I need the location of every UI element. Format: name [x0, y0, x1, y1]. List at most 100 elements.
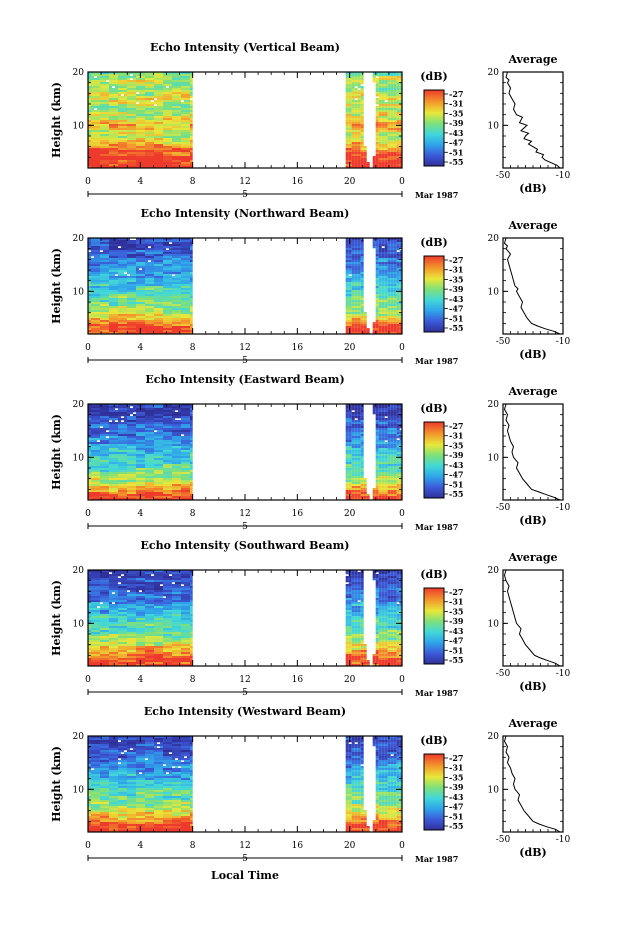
heatmap-cell — [115, 328, 118, 330]
heatmap-cell — [103, 78, 106, 80]
heatmap-cell — [163, 310, 166, 312]
heatmap-cell — [118, 116, 121, 118]
heatmap-cell — [181, 310, 184, 312]
heatmap-cell — [385, 122, 388, 124]
heatmap-cell — [382, 108, 385, 110]
heatmap-cell — [163, 302, 166, 304]
heatmap-cell — [373, 326, 376, 328]
heatmap-cell — [175, 330, 178, 332]
heatmap-cell — [106, 252, 109, 254]
heatmap-cell — [166, 84, 169, 86]
heatmap-cell — [385, 280, 388, 282]
heatmap-cell — [94, 276, 97, 278]
heatmap-cell — [133, 142, 136, 144]
heatmap-cell — [130, 322, 133, 324]
heatmap-cell — [124, 306, 127, 308]
heatmap-cell — [154, 300, 157, 302]
heatmap-cell — [94, 324, 97, 326]
heatmap-cell — [382, 100, 385, 102]
heatmap-cell — [148, 126, 151, 128]
heatmap-cell — [106, 276, 109, 278]
heatmap-cell — [139, 308, 142, 310]
heatmap-cell — [112, 134, 115, 136]
heatmap-cell — [190, 296, 193, 298]
heatmap-cell — [388, 142, 391, 144]
heatmap-cell — [106, 126, 109, 128]
heatmap-cell — [94, 90, 97, 92]
heatmap-cell — [175, 258, 178, 260]
heatmap-cell — [172, 120, 175, 122]
heatmap-cell — [136, 264, 139, 266]
heatmap-cell — [184, 286, 187, 288]
heatmap-cell — [169, 100, 172, 102]
heatmap-cell — [106, 304, 109, 306]
heatmap-cell — [184, 78, 187, 80]
heatmap-cell — [388, 120, 391, 122]
heatmap-cell — [349, 308, 352, 310]
heatmap-cell — [172, 302, 175, 304]
heatmap-cell — [97, 290, 100, 292]
heatmap-cell — [118, 328, 121, 330]
heatmap-cell — [166, 98, 169, 100]
heatmap-cell — [94, 292, 97, 294]
heatmap-cell — [391, 146, 394, 148]
heatmap-cell — [169, 124, 172, 126]
heatmap-cell — [376, 274, 379, 276]
heatmap-cell — [346, 322, 349, 324]
heatmap-cell — [97, 128, 100, 130]
heatmap-cell — [394, 116, 397, 118]
heatmap-cell — [355, 136, 358, 138]
heatmap-cell — [187, 312, 190, 314]
heatmap-cell — [115, 302, 118, 304]
heatmap-cell — [391, 142, 394, 144]
heatmap-cell — [394, 242, 397, 244]
heatmap-cell — [349, 156, 352, 158]
heatmap-cell — [133, 262, 136, 264]
heatmap-cell — [91, 132, 94, 134]
heatmap-cell — [391, 306, 394, 308]
heatmap-cell — [91, 74, 94, 76]
heatmap-cell — [118, 306, 121, 308]
heatmap-cell — [397, 120, 400, 122]
heatmap-cell — [106, 150, 109, 152]
heatmap-cell — [346, 240, 349, 242]
heatmap-cell — [178, 246, 181, 248]
heatmap-cell — [346, 84, 349, 86]
heatmap-cell — [349, 84, 352, 86]
heatmap-cell — [142, 82, 145, 84]
heatmap-cell — [127, 258, 130, 260]
heatmap-cell — [136, 266, 139, 268]
heatmap-cell — [349, 162, 352, 164]
heatmap-cell — [172, 164, 175, 166]
heatmap-cell — [121, 154, 124, 156]
heatmap-cell — [115, 112, 118, 114]
heatmap-cell — [148, 164, 151, 166]
heatmap-cell — [148, 318, 151, 320]
heatmap-cell — [172, 308, 175, 310]
heatmap-cell — [160, 130, 163, 132]
heatmap-cell — [397, 314, 400, 316]
heatmap-cell — [157, 100, 160, 102]
heatmap-cell — [358, 96, 361, 98]
heatmap-cell — [151, 264, 154, 266]
heatmap-cell — [130, 116, 133, 118]
heatmap-cell — [118, 106, 121, 108]
heatmap-cell — [160, 242, 163, 244]
heatmap-cell — [142, 118, 145, 120]
heatmap-cell — [142, 294, 145, 296]
heatmap-cell — [142, 84, 145, 86]
heatmap-cell — [112, 264, 115, 266]
heatmap-cell — [163, 274, 166, 276]
heatmap-cell — [142, 270, 145, 272]
heatmap-cell — [385, 74, 388, 76]
heatmap-cell — [160, 114, 163, 116]
heatmap-cell — [190, 246, 193, 248]
heatmap-cell — [163, 116, 166, 118]
heatmap-cell — [346, 278, 349, 280]
heatmap-cell — [376, 276, 379, 278]
heatmap-cell — [115, 292, 118, 294]
heatmap-cell — [169, 312, 172, 314]
heatmap-cell — [136, 162, 139, 164]
heatmap-cell — [139, 314, 142, 316]
heatmap-cell — [352, 158, 355, 160]
